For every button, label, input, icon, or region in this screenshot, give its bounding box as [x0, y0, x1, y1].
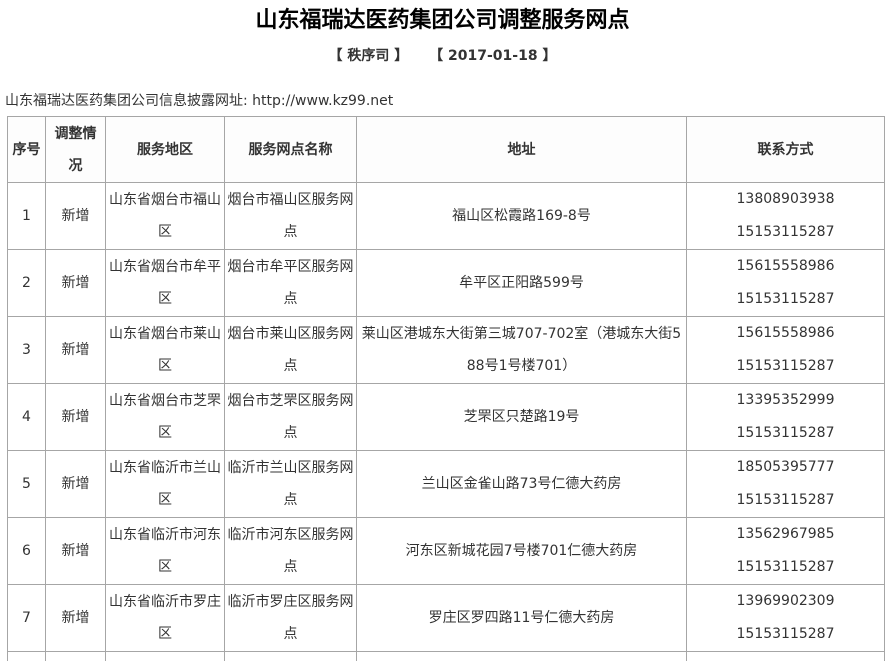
cell-site-name: 烟台市福山区服务网点 — [224, 182, 357, 250]
cell-region: 山东省烟台市芝罘区 — [105, 383, 225, 451]
page-title: 山东福瑞达医药集团公司调整服务网点 — [255, 8, 630, 33]
table-row-partial — [7, 651, 885, 661]
cell-site-name — [224, 651, 357, 661]
cell-contact: 13395352999 15153115287 — [686, 383, 885, 451]
cell-adjustment: 新增 — [45, 517, 106, 585]
header-adjustment: 调整情况 — [45, 116, 106, 183]
cell-address: 兰山区金雀山路73号仁德大药房 — [356, 450, 687, 518]
cell-address: 莱山区港城东大街第三城707-702室（港城东大街588号1号楼701） — [356, 316, 687, 384]
phone-number: 13395352999 — [736, 392, 835, 408]
phone-number: 13562967985 — [736, 526, 835, 542]
meta-date: 【 2017-01-18 】 — [429, 48, 557, 64]
cell-seq — [7, 651, 46, 661]
phone-number: 15153115287 — [736, 291, 835, 307]
table-row: 7 新增 山东省临沂市罗庄区 临沂市罗庄区服务网点 罗庄区罗四路11号仁德大药房… — [7, 584, 885, 652]
table-row: 5 新增 山东省临沂市兰山区 临沂市兰山区服务网点 兰山区金雀山路73号仁德大药… — [7, 450, 885, 518]
meta-source: 【 秩序司 】 — [328, 48, 409, 64]
cell-site-name: 临沂市兰山区服务网点 — [224, 450, 357, 518]
table-row: 3 新增 山东省烟台市莱山区 烟台市莱山区服务网点 莱山区港城东大街第三城707… — [7, 316, 885, 384]
header-contact: 联系方式 — [686, 116, 885, 183]
cell-region: 山东省烟台市福山区 — [105, 182, 225, 250]
phone-number: 13808903938 — [736, 191, 835, 207]
cell-seq: 3 — [7, 316, 46, 384]
cell-contact: 15615558986 15153115287 — [686, 316, 885, 384]
cell-adjustment: 新增 — [45, 316, 106, 384]
info-url-line: 山东福瑞达医药集团公司信息披露网址: http://www.kz99.net — [5, 93, 394, 109]
cell-seq: 1 — [7, 182, 46, 250]
table-row: 1 新增 山东省烟台市福山区 烟台市福山区服务网点 福山区松霞路169-8号 1… — [7, 182, 885, 250]
cell-adjustment: 新增 — [45, 450, 106, 518]
phone-number: 18505395777 — [736, 459, 835, 475]
cell-address: 牟平区正阳路599号 — [356, 249, 687, 317]
cell-address: 芝罘区只楚路19号 — [356, 383, 687, 451]
meta-line: 【 秩序司 】 【 2017-01-18 】 — [0, 47, 885, 66]
cell-adjustment: 新增 — [45, 584, 106, 652]
phone-number: 15615558986 — [736, 258, 835, 274]
phone-number: 13969902309 — [736, 593, 835, 609]
cell-seq: 6 — [7, 517, 46, 585]
cell-region — [105, 651, 225, 661]
phone-number: 15153115287 — [736, 425, 835, 441]
header-address: 地址 — [356, 116, 687, 183]
cell-adjustment: 新增 — [45, 182, 106, 250]
cell-site-name: 烟台市芝罘区服务网点 — [224, 383, 357, 451]
table-row: 4 新增 山东省烟台市芝罘区 烟台市芝罘区服务网点 芝罘区只楚路19号 1339… — [7, 383, 885, 451]
phone-number: 15153115287 — [736, 224, 835, 240]
cell-contact: 15615558986 15153115287 — [686, 249, 885, 317]
services-table: 序号 调整情况 服务地区 服务网点名称 地址 联系方式 1 新增 山东省烟台市福… — [7, 116, 885, 661]
cell-contact — [686, 651, 885, 661]
cell-contact: 18505395777 15153115287 — [686, 450, 885, 518]
phone-number: 15153115287 — [736, 626, 835, 642]
header-seq: 序号 — [7, 116, 46, 183]
cell-region: 山东省临沂市罗庄区 — [105, 584, 225, 652]
header-region: 服务地区 — [105, 116, 225, 183]
phone-number: 15153115287 — [736, 492, 835, 508]
cell-site-name: 烟台市莱山区服务网点 — [224, 316, 357, 384]
cell-contact: 13562967985 15153115287 — [686, 517, 885, 585]
cell-seq: 5 — [7, 450, 46, 518]
cell-region: 山东省临沂市河东区 — [105, 517, 225, 585]
cell-contact: 13808903938 15153115287 — [686, 182, 885, 250]
cell-address: 河东区新城花园7号楼701仁德大药房 — [356, 517, 687, 585]
table-header-row: 序号 调整情况 服务地区 服务网点名称 地址 联系方式 — [7, 116, 885, 183]
cell-address — [356, 651, 687, 661]
cell-contact: 13969902309 15153115287 — [686, 584, 885, 652]
cell-site-name: 临沂市罗庄区服务网点 — [224, 584, 357, 652]
cell-adjustment — [45, 651, 106, 661]
cell-adjustment: 新增 — [45, 249, 106, 317]
cell-adjustment: 新增 — [45, 383, 106, 451]
phone-number: 15615558986 — [736, 325, 835, 341]
cell-region: 山东省临沂市兰山区 — [105, 450, 225, 518]
header-site-name: 服务网点名称 — [224, 116, 357, 183]
cell-address: 罗庄区罗四路11号仁德大药房 — [356, 584, 687, 652]
cell-seq: 7 — [7, 584, 46, 652]
table-row: 2 新增 山东省烟台市牟平区 烟台市牟平区服务网点 牟平区正阳路599号 156… — [7, 249, 885, 317]
cell-address: 福山区松霞路169-8号 — [356, 182, 687, 250]
table-row: 6 新增 山东省临沂市河东区 临沂市河东区服务网点 河东区新城花园7号楼701仁… — [7, 517, 885, 585]
phone-number: 15153115287 — [736, 559, 835, 575]
phone-number: 15153115287 — [736, 358, 835, 374]
cell-seq: 4 — [7, 383, 46, 451]
cell-region: 山东省烟台市莱山区 — [105, 316, 225, 384]
cell-site-name: 烟台市牟平区服务网点 — [224, 249, 357, 317]
cell-seq: 2 — [7, 249, 46, 317]
cell-site-name: 临沂市河东区服务网点 — [224, 517, 357, 585]
cell-region: 山东省烟台市牟平区 — [105, 249, 225, 317]
